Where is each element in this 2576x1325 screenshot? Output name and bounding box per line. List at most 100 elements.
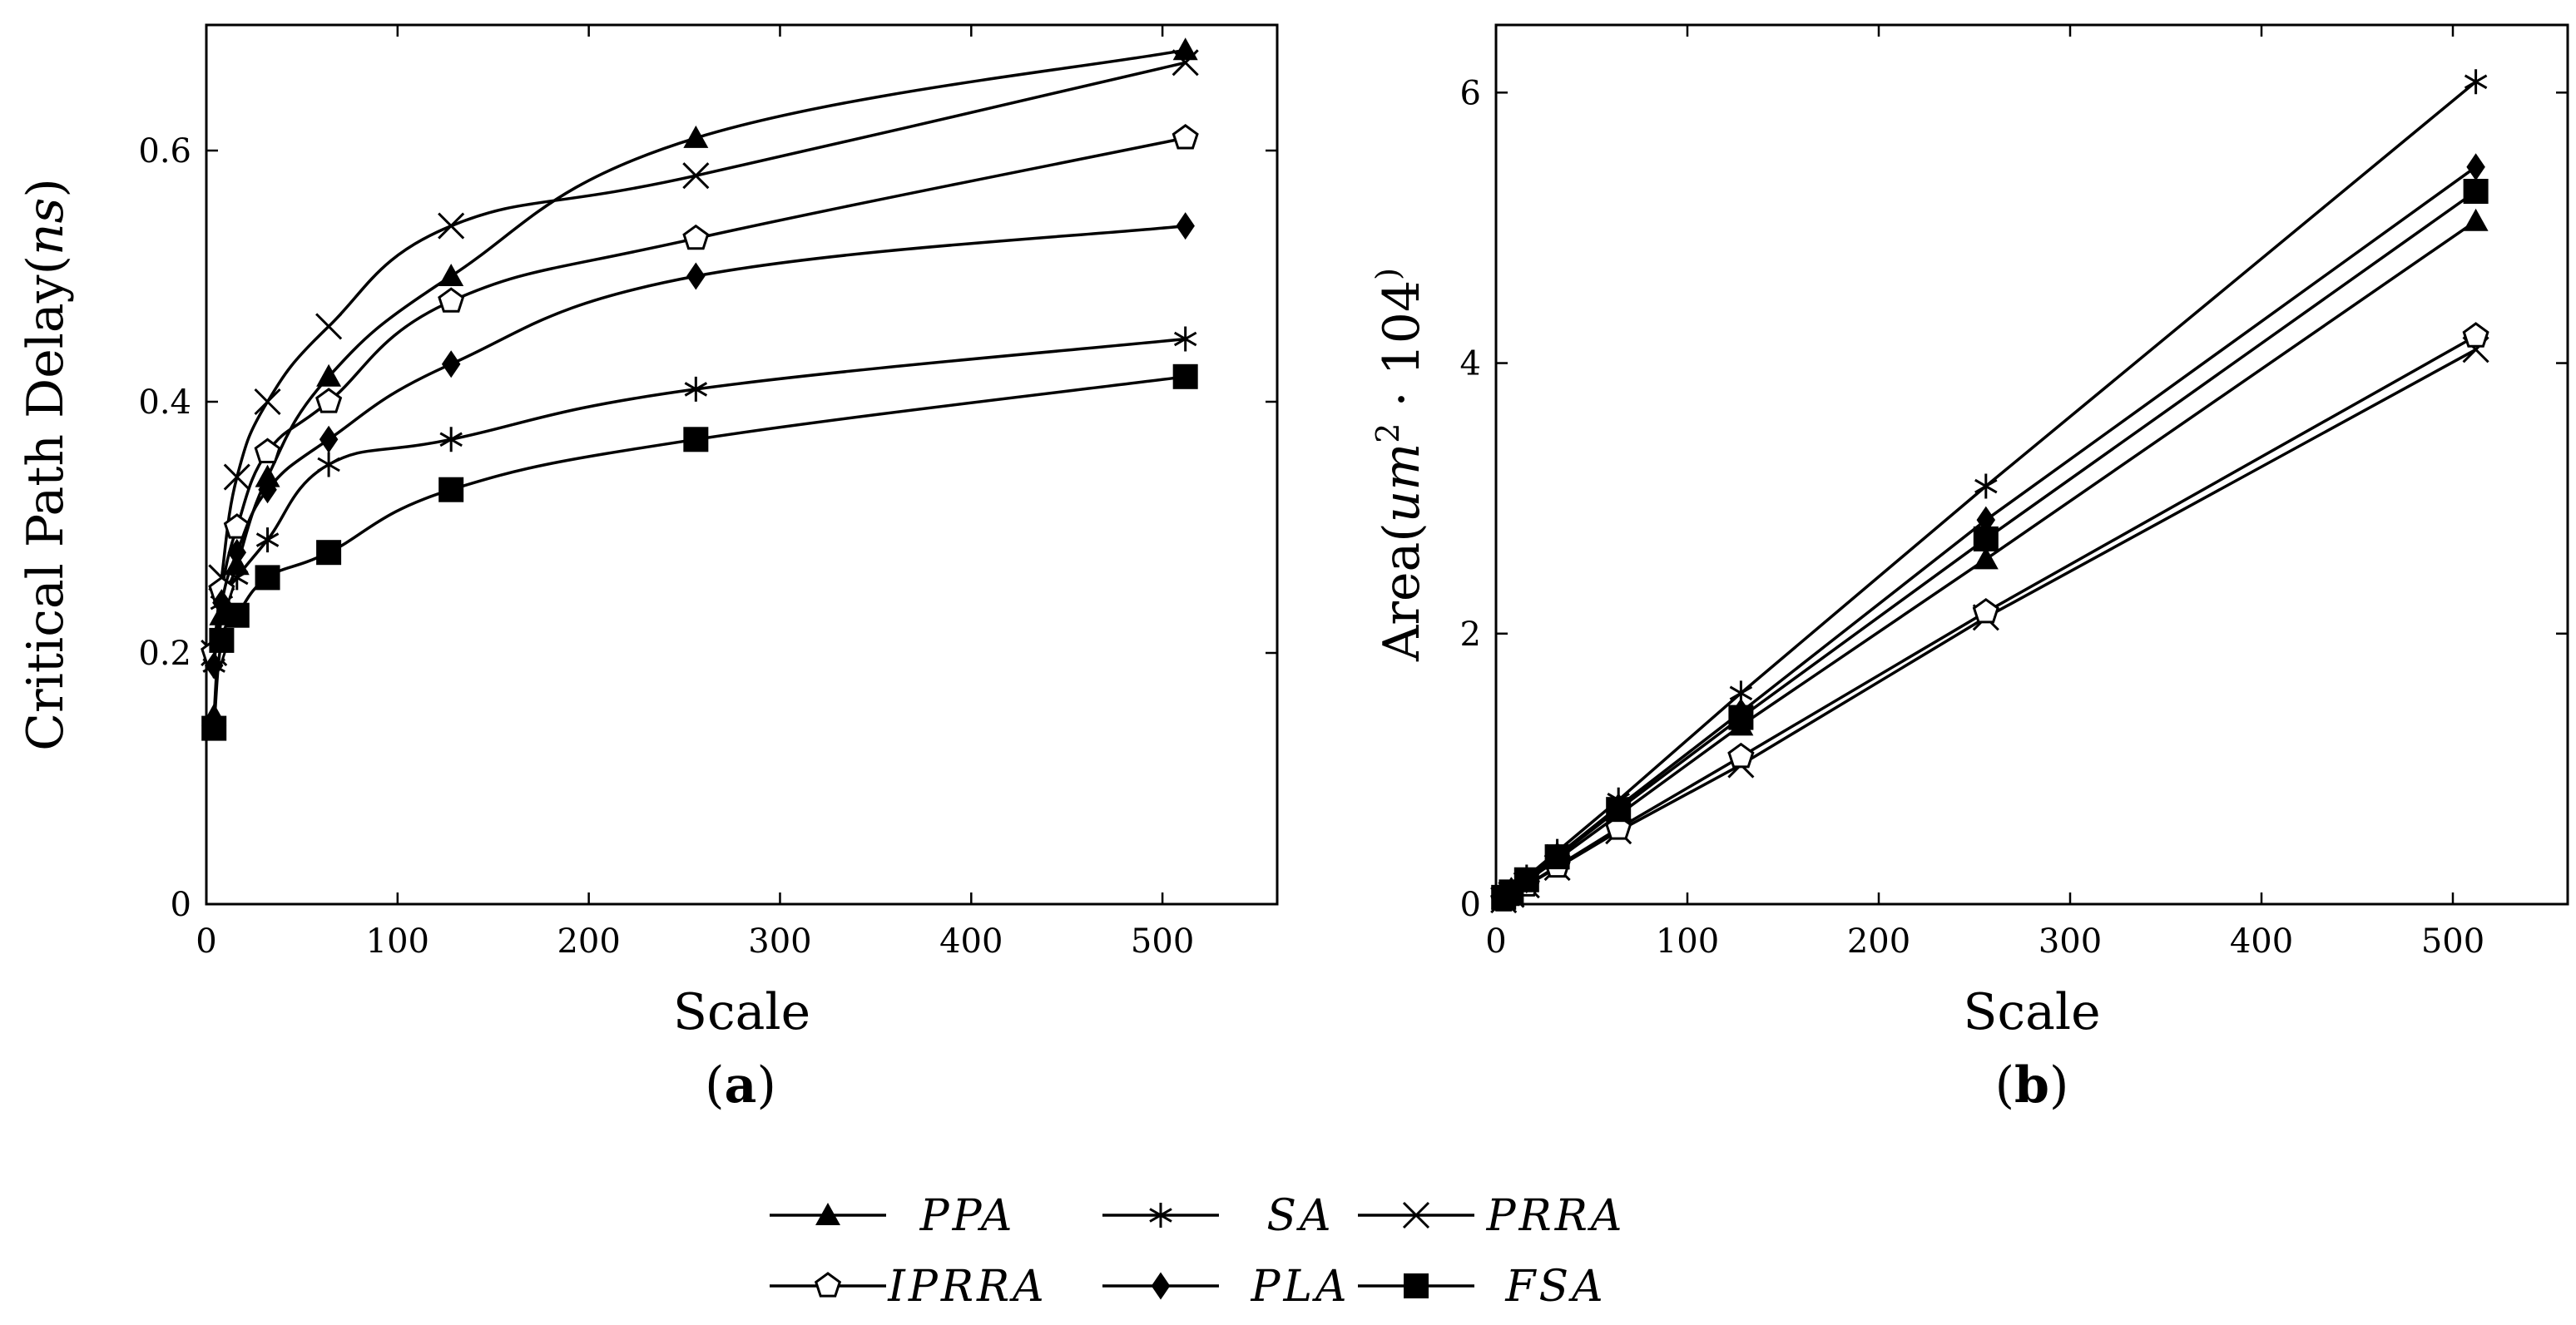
a-y-tick-label: 0.2 — [138, 635, 191, 673]
a-point-pla — [319, 425, 339, 453]
legend-entry-ppa: PPA — [770, 1191, 1016, 1241]
b-x-tick-label: 200 — [1847, 922, 1910, 961]
legend-label-prra: PRRA — [1486, 1191, 1626, 1241]
a-point-iprra — [315, 388, 343, 413]
b-x-tick-label: 500 — [2421, 922, 2484, 961]
legend-label-pla: PLA — [1250, 1262, 1350, 1312]
a-point-fsa — [255, 565, 280, 591]
a-point-sa — [439, 427, 463, 452]
b-series-iprra — [1490, 322, 2489, 912]
b-point-fsa — [2463, 179, 2489, 205]
b-x-tick-label: 0 — [1485, 922, 1506, 961]
a-plot-frame — [205, 23, 1279, 906]
a-x-tick-label: 500 — [1131, 922, 1194, 961]
b-series-ppa — [1491, 208, 2489, 909]
a-point-pla — [258, 476, 277, 504]
b-point-iprra — [1972, 597, 1999, 624]
a-point-fsa — [209, 627, 235, 653]
a-line-iprra — [212, 136, 1186, 654]
b-point-fsa — [1973, 526, 1999, 551]
b-point-fsa — [1728, 705, 1754, 730]
legend-entry-pla: PLA — [1102, 1262, 1350, 1312]
legend-entry-sa: SA — [1102, 1191, 1334, 1241]
b-point-ppa — [2463, 208, 2489, 231]
a-point-prra — [1172, 49, 1199, 77]
b-point-sa — [2464, 69, 2488, 95]
a-point-prra — [254, 388, 281, 416]
a-x-tick-label: 300 — [748, 922, 811, 961]
a-point-fsa — [438, 477, 464, 502]
a-point-sa — [684, 376, 708, 402]
panel-a-critical-path-delay: 0 100 200 300 400 500 0 0.2 0.4 0.6 Scale (a) Critic… — [17, 23, 1279, 1115]
legend-entry-iprra: IPRRA — [770, 1262, 1047, 1312]
b-point-iprra — [1727, 742, 1755, 769]
a-point-iprra — [1172, 124, 1199, 150]
legend-marker-pla — [1151, 1272, 1171, 1300]
a-point-pla — [1176, 212, 1195, 240]
a-point-pla — [227, 538, 247, 566]
b-point-ppa — [1973, 546, 1999, 570]
a-point-iprra — [438, 287, 465, 313]
a-x-tick-label: 400 — [939, 922, 1003, 961]
a-y-tick-label: 0 — [171, 886, 191, 924]
legend-entry-prra: PRRA — [1358, 1191, 1626, 1241]
a-point-pla — [686, 262, 706, 290]
legend-label-iprra: IPRRA — [887, 1262, 1047, 1312]
b-point-fsa — [1513, 867, 1539, 892]
a-x-tick-label: 0 — [196, 922, 216, 961]
a-point-fsa — [683, 427, 709, 452]
a-line-pla — [212, 224, 1186, 666]
b-y-tick-label: 2 — [1460, 616, 1481, 654]
a-panel-label: (a) — [705, 1056, 776, 1115]
a-point-iprra — [254, 438, 281, 463]
b-point-fsa — [1606, 797, 1632, 823]
a-point-fsa — [201, 715, 227, 741]
a-line-prra — [212, 61, 1186, 654]
legend-label-sa: SA — [1266, 1191, 1334, 1241]
a-point-prra — [438, 212, 465, 240]
a-point-prra — [315, 313, 343, 340]
legend-label-ppa: PPA — [919, 1191, 1016, 1241]
legend-marker-prra — [1402, 1201, 1430, 1229]
a-point-sa — [317, 452, 340, 477]
b-series-prra — [1490, 336, 2489, 914]
a-series-fsa — [201, 363, 1198, 741]
legend-marker-fsa — [1404, 1273, 1429, 1298]
b-x-tick-label: 400 — [2230, 922, 2293, 961]
a-y-tick-label: 0.6 — [138, 132, 191, 171]
b-series-fsa — [1491, 179, 2489, 910]
legend-marker-ppa — [815, 1203, 840, 1225]
a-point-ppa — [683, 125, 709, 148]
b-plot-frame — [1494, 23, 2569, 906]
a-x-tick-label: 100 — [366, 922, 429, 961]
b-x-axis-label: Scale — [1963, 983, 2100, 1041]
panel-b-area: 0 100 200 300 400 500 0 2 4 6 Scale (b) Area(um2 · 1… — [1370, 23, 2569, 1115]
legend: PPA SA PRRA IPRRA PLA FSA — [770, 1191, 1626, 1312]
a-x-axis-label: Scale — [673, 983, 810, 1041]
b-point-sa — [1974, 473, 1998, 499]
a-y-tick-label: 0.4 — [138, 383, 191, 422]
legend-marker-iprra — [814, 1272, 842, 1298]
a-point-prra — [682, 162, 710, 190]
a-point-iprra — [682, 224, 710, 250]
a-point-fsa — [1172, 363, 1198, 389]
b-y-tick-label: 6 — [1460, 74, 1481, 112]
b-y-axis-label: Area(um2 · 104) — [1370, 268, 1431, 662]
a-point-ppa — [316, 363, 342, 387]
a-point-ppa — [1172, 37, 1198, 61]
a-point-fsa — [224, 602, 250, 628]
b-x-tick-label: 100 — [1656, 922, 1719, 961]
b-y-tick-label: 4 — [1460, 345, 1481, 383]
legend-marker-sa — [1149, 1203, 1172, 1228]
a-point-iprra — [223, 513, 250, 539]
b-panel-label: (b) — [1995, 1056, 2069, 1115]
legend-entry-fsa: FSA — [1358, 1262, 1606, 1312]
a-y-axis-label: Critical Path Delay(ns) — [17, 178, 75, 751]
a-point-sa — [255, 527, 280, 553]
b-series-sa — [1492, 69, 2488, 910]
a-point-pla — [441, 350, 461, 378]
a-series-iprra — [201, 124, 1199, 665]
b-point-fsa — [1544, 844, 1570, 870]
legend-label-fsa: FSA — [1504, 1262, 1606, 1312]
b-point-iprra — [2462, 322, 2489, 348]
